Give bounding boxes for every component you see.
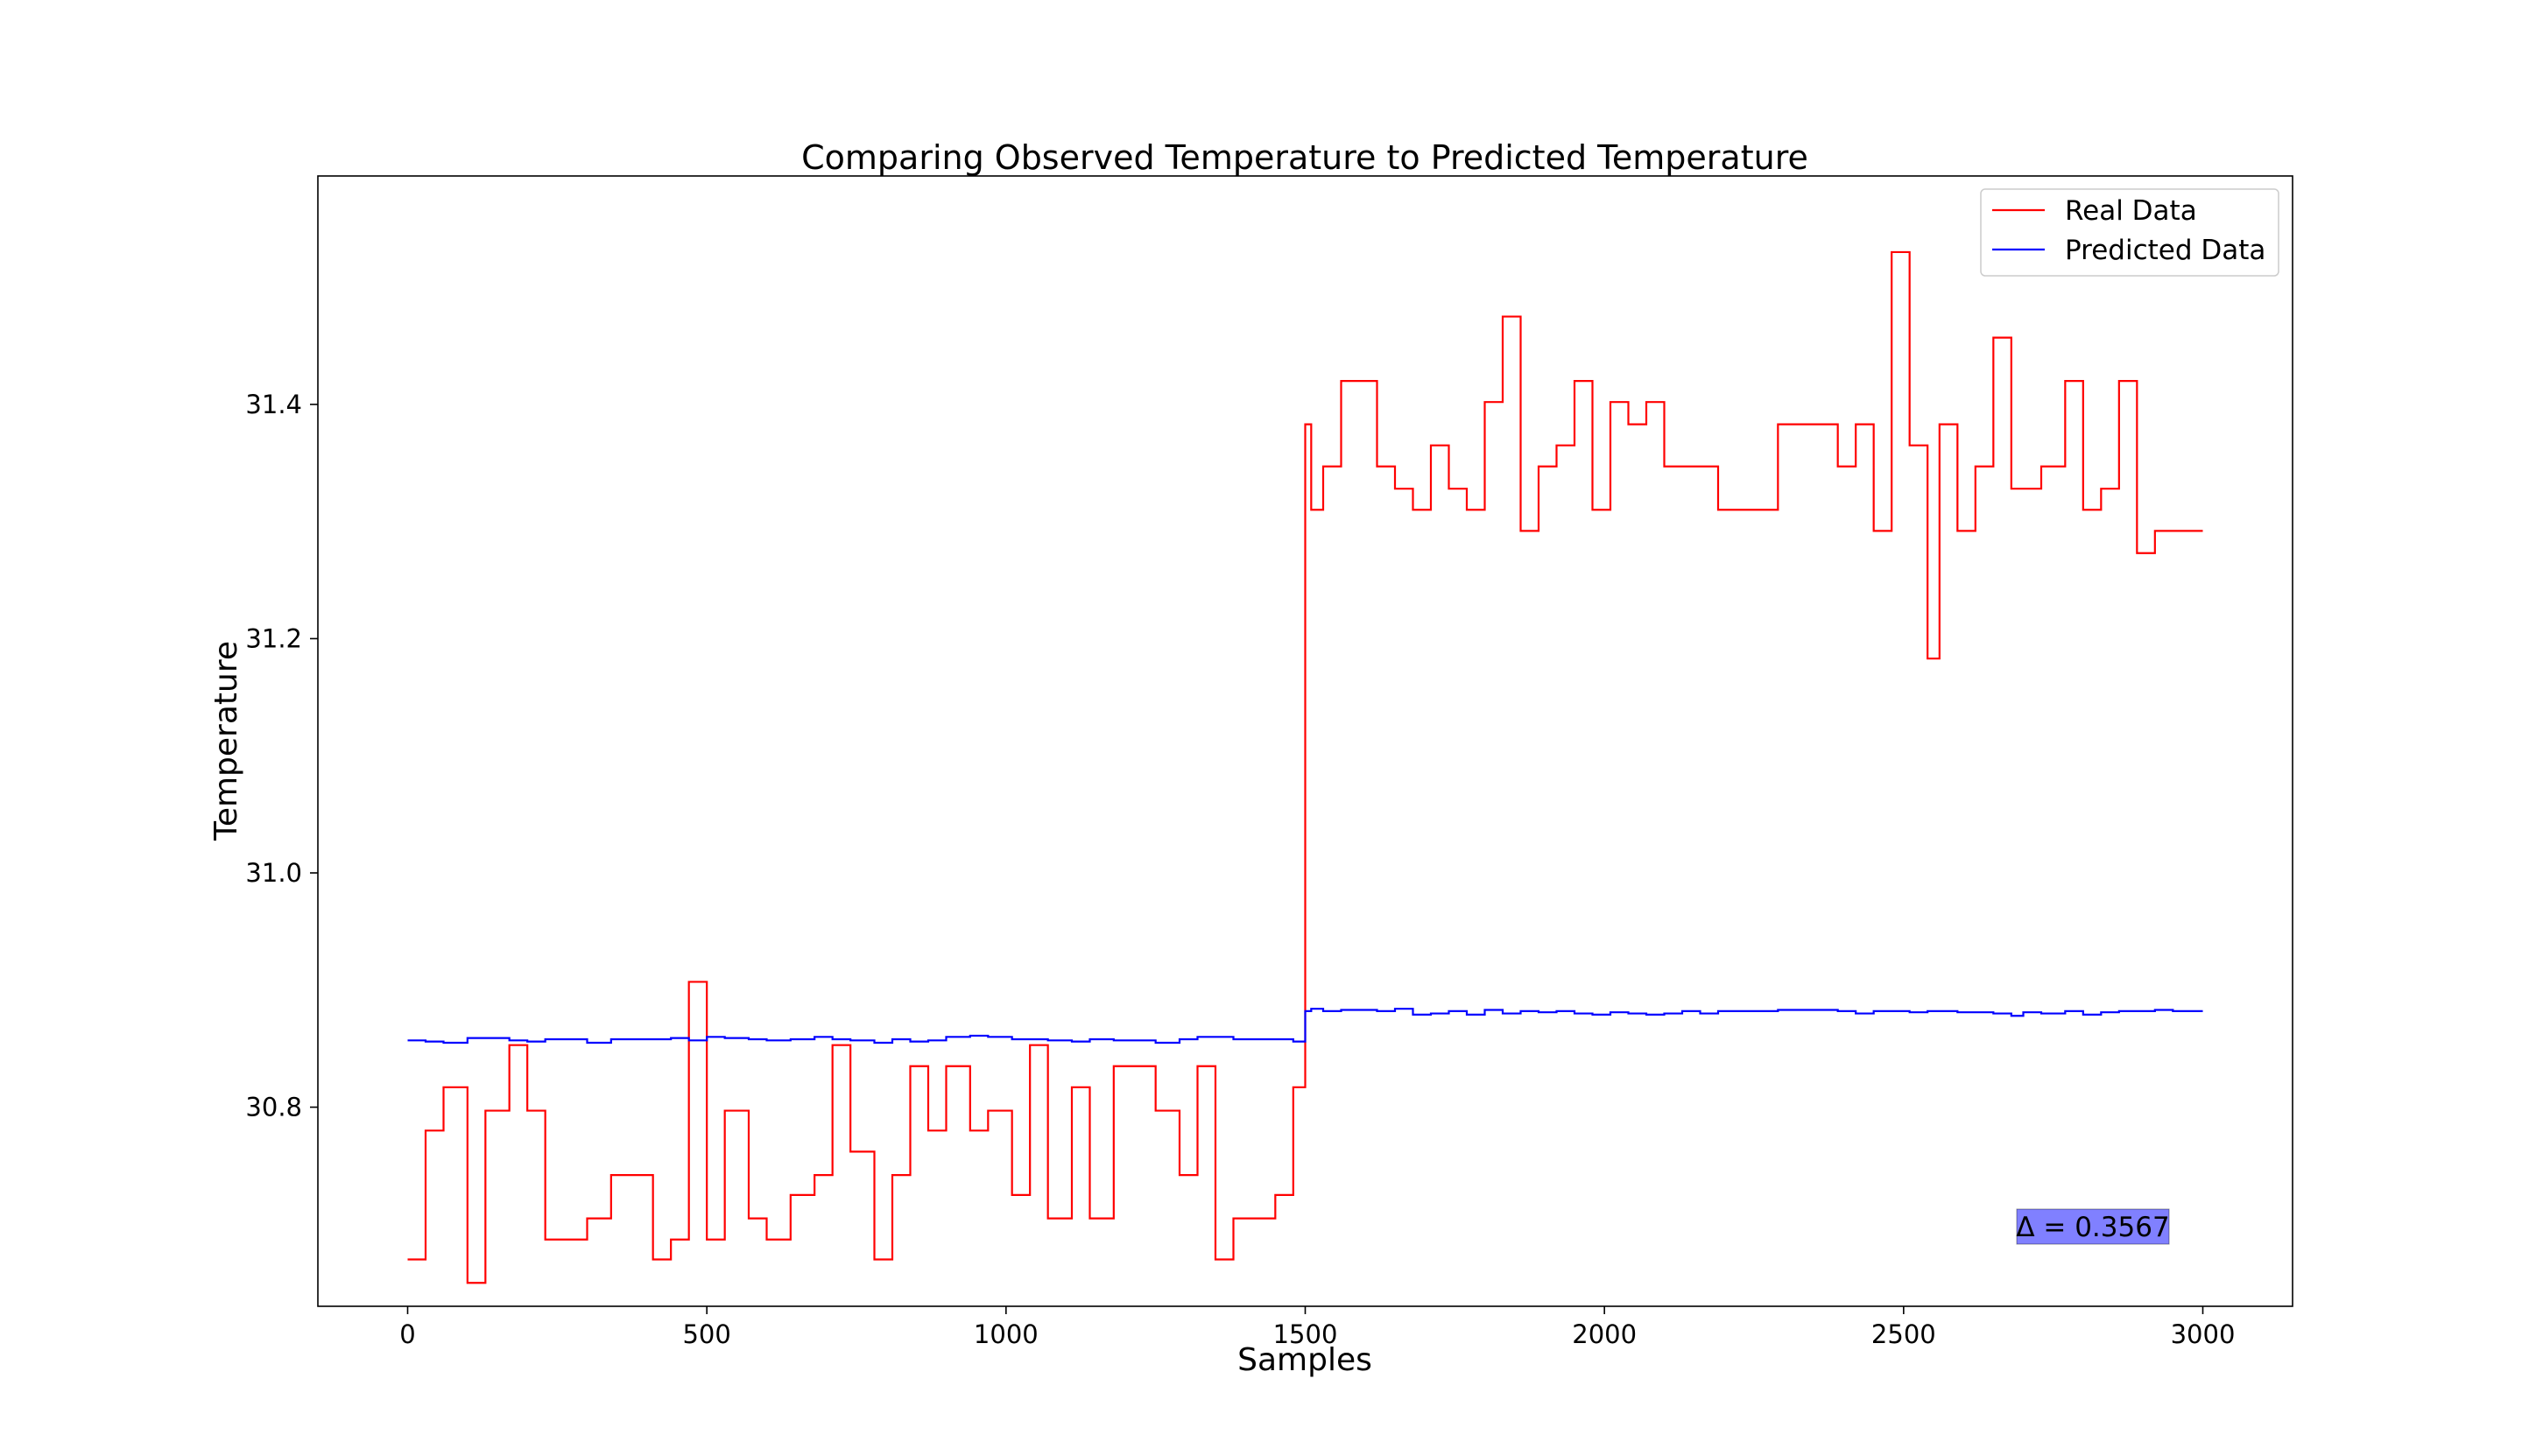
chart-title: Comparing Observed Temperature to Predic… <box>801 138 1808 177</box>
x-axis: 0 500 1000 1500 2000 2500 3000 <box>399 1306 2235 1349</box>
x-tick-label: 2000 <box>1572 1319 1637 1349</box>
x-tick-label: 0 <box>399 1319 415 1349</box>
x-tick-label: 1000 <box>974 1319 1039 1349</box>
x-tick-label: 2500 <box>1871 1319 1936 1349</box>
y-axis-title: Temperature <box>208 641 244 841</box>
legend-label-real-data: Real Data <box>2065 195 2197 227</box>
delta-annotation-text: Δ = 0.3567 <box>2016 1212 2169 1243</box>
y-tick-label: 30.8 <box>245 1093 302 1122</box>
delta-annotation-box <box>2016 1208 2170 1245</box>
x-tick-label: 500 <box>682 1319 730 1349</box>
series-line-real-data <box>407 250 2203 1284</box>
legend: Real Data Predicted Data <box>1980 188 2279 277</box>
y-axis: 30.8 31.0 31.2 31.4 <box>245 390 318 1122</box>
legend-box <box>1980 188 2279 277</box>
series-line-predicted-data <box>407 1008 2203 1045</box>
x-tick-label: 1500 <box>1273 1319 1338 1349</box>
series-layer <box>407 250 2203 1284</box>
x-tick-label: 3000 <box>2171 1319 2236 1349</box>
delta-annotation: Δ = 0.3567 <box>2016 1208 2170 1245</box>
y-tick-label: 31.0 <box>245 858 302 888</box>
y-tick-label: 31.4 <box>245 390 302 419</box>
legend-label-predicted-data: Predicted Data <box>2065 235 2265 266</box>
y-tick-label: 31.2 <box>245 623 302 653</box>
x-axis-title: Samples <box>1237 1342 1372 1378</box>
